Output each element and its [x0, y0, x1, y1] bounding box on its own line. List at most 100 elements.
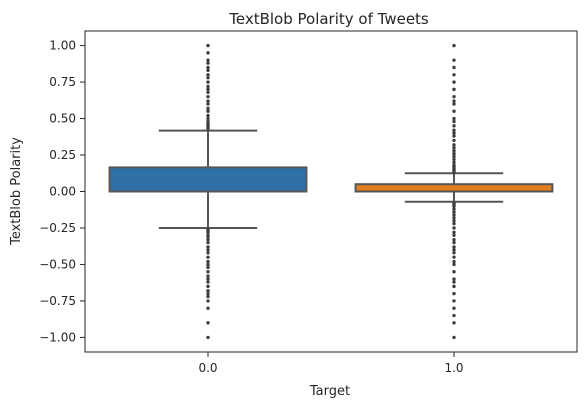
outlier-point-low: [452, 226, 456, 230]
y-tick-label: −0.25: [39, 221, 76, 235]
chart-title: TextBlob Polarity of Tweets: [228, 10, 429, 28]
outlier-point-low: [206, 294, 210, 299]
outlier-point-high: [206, 87, 210, 92]
outlier-point-low: [452, 204, 456, 208]
plot-area: [108, 43, 554, 340]
outlier-point-low: [452, 277, 456, 281]
outlier-point-low: [206, 284, 210, 289]
outlier-point-low: [206, 248, 210, 252]
outlier-point-high: [206, 51, 210, 55]
outlier-point-high: [452, 87, 456, 92]
outlier-point-low: [452, 248, 456, 252]
outlier-point-low: [206, 251, 210, 255]
outlier-point-low: [452, 335, 456, 340]
outlier-point-high: [452, 119, 456, 124]
y-tick-label: −0.50: [39, 257, 76, 271]
outlier-point-low: [206, 277, 210, 281]
outlier-point-high: [452, 116, 456, 121]
outlier-point-low: [452, 233, 456, 237]
outlier-point-low: [206, 291, 210, 296]
outlier-point-low: [452, 291, 456, 296]
outlier-point-low: [206, 306, 210, 310]
outlier-point-low: [206, 255, 210, 259]
outlier-point-low: [452, 213, 456, 217]
box-iqr: [108, 166, 308, 193]
outlier-point-high: [206, 116, 210, 121]
outlier-point-low: [206, 335, 210, 340]
box-group-target-1: [354, 43, 554, 340]
outlier-point-low: [452, 218, 456, 223]
box-group-target-0: [108, 43, 308, 340]
outlier-point-high: [452, 146, 456, 150]
outlier-point-low: [206, 321, 210, 325]
outlier-point-low: [206, 274, 210, 278]
y-tick-label: −1.00: [39, 330, 76, 344]
outlier-point-low: [452, 280, 456, 284]
outlier-point-high: [206, 61, 210, 65]
outlier-point-high: [206, 68, 210, 73]
outlier-point-high: [206, 84, 210, 89]
outlier-point-high: [206, 106, 210, 111]
outlier-point-low: [206, 245, 210, 249]
outlier-point-low: [452, 251, 456, 255]
y-tick-label: 0.75: [49, 75, 76, 89]
outlier-point-low: [206, 237, 210, 242]
outlier-point-low: [206, 240, 210, 245]
outlier-point-high: [452, 99, 456, 103]
outlier-point-low: [452, 299, 456, 303]
outlier-point-low: [452, 259, 456, 264]
outlier-point-high: [452, 109, 456, 113]
outlier-point-low: [206, 265, 210, 270]
outlier-point-low: [206, 299, 210, 303]
y-tick-label: −0.75: [39, 294, 76, 308]
outlier-point-high: [452, 154, 456, 159]
outlier-point-low: [452, 221, 456, 226]
outlier-point-high: [452, 138, 456, 143]
outlier-point-low: [206, 289, 210, 293]
outlier-point-high: [452, 134, 456, 138]
outlier-point-high: [206, 102, 210, 106]
outlier-point-high: [206, 80, 210, 84]
outlier-point-high: [206, 43, 210, 48]
outlier-point-low: [452, 262, 456, 267]
outlier-point-low: [452, 216, 456, 220]
outlier-point-high: [206, 65, 210, 70]
outlier-point-high: [452, 80, 456, 84]
axis-ticks: 1.00 0.75 0.50 0.25 0.00 −0.25 −0.50 −0.75 −1.00…: [39, 39, 463, 375]
outlier-point-high: [452, 128, 456, 132]
outlier-point-high: [452, 102, 456, 106]
outlier-point-high: [452, 58, 456, 62]
outlier-point-high: [452, 151, 456, 156]
y-tick-label: 0.25: [49, 148, 76, 162]
outlier-point-high: [452, 157, 456, 162]
outlier-point-high: [206, 73, 210, 77]
outlier-point-low: [206, 230, 210, 235]
y-tick-label: 0.00: [49, 185, 76, 199]
outlier-point-low: [452, 255, 456, 259]
box-iqr: [354, 183, 554, 193]
outlier-point-high: [452, 160, 456, 165]
outlier-point-low: [206, 280, 210, 284]
outlier-point-low: [452, 207, 456, 211]
outlier-point-high: [206, 94, 210, 99]
x-tick-label: 0.0: [198, 361, 217, 375]
outlier-point-low: [452, 270, 456, 274]
outlier-point-high: [452, 43, 456, 48]
outlier-point-high: [452, 124, 456, 128]
outlier-point-low: [452, 284, 456, 289]
y-axis-label: TextBlob Polarity: [9, 137, 24, 246]
outlier-point-high: [206, 75, 210, 80]
outlier-point-high: [206, 58, 210, 62]
outlier-point-high: [206, 109, 210, 113]
outlier-point-low: [206, 262, 210, 267]
outlier-point-high: [206, 119, 210, 124]
outlier-point-high: [452, 73, 456, 77]
outlier-point-low: [452, 306, 456, 310]
outlier-point-low: [206, 259, 210, 264]
outlier-point-high: [206, 113, 210, 118]
outlier-point-low: [452, 313, 456, 318]
outlier-point-high: [206, 90, 210, 94]
outlier-point-low: [452, 240, 456, 245]
x-axis-label: Target: [309, 384, 350, 399]
